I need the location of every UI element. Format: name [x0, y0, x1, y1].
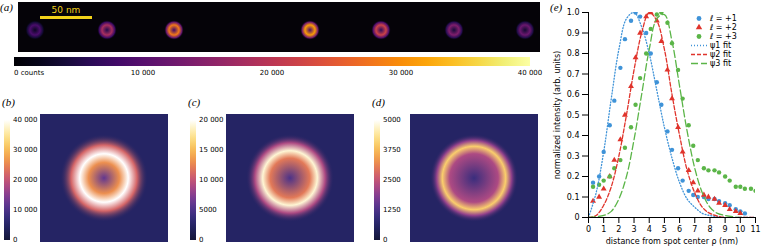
- html-text:ψ2 fit: ψ2 fit: [710, 50, 732, 59]
- svg-text:(d): (d): [372, 96, 385, 109]
- svg-text:20 000: 20 000: [13, 176, 38, 184]
- svg-text:0.9: 0.9: [567, 29, 580, 38]
- svg-text:10: 10: [735, 225, 745, 234]
- svg-text:0.3: 0.3: [567, 152, 580, 161]
- svg-text:5000: 5000: [383, 116, 401, 124]
- svg-text:40 000: 40 000: [13, 116, 38, 124]
- svg-text:2: 2: [616, 225, 621, 234]
- svg-text:0: 0: [199, 236, 203, 244]
- svg-text:30 000: 30 000: [13, 146, 38, 154]
- svg-text:11: 11: [750, 225, 760, 234]
- svg-text:5000: 5000: [199, 206, 217, 214]
- html-text:ℓ = +1: ℓ = +1: [710, 14, 737, 23]
- svg-text:3: 3: [631, 225, 636, 234]
- svg-text:(b): (b): [2, 96, 15, 109]
- html-text:ψ3 fit: ψ3 fit: [710, 59, 732, 68]
- svg-text:0.1: 0.1: [567, 193, 580, 202]
- svg-text:15 000: 15 000: [199, 146, 224, 154]
- svg-text:20 000: 20 000: [260, 69, 285, 77]
- svg-text:normalized intensity (arb. uni: normalized intensity (arb. units): [553, 51, 562, 180]
- svg-text:4: 4: [647, 225, 652, 234]
- svg-text:0: 0: [586, 225, 591, 234]
- svg-text:0: 0: [383, 236, 387, 244]
- svg-text:1: 1: [601, 225, 606, 234]
- svg-text:3750: 3750: [383, 146, 401, 154]
- html-text:ψ1 fit: ψ1 fit: [710, 41, 732, 50]
- svg-text:10 000: 10 000: [131, 69, 156, 77]
- svg-text:7: 7: [692, 225, 697, 234]
- svg-text:1.0: 1.0: [567, 8, 580, 17]
- svg-text:0.4: 0.4: [567, 131, 580, 140]
- svg-text:0.8: 0.8: [567, 49, 580, 58]
- svg-text:0.6: 0.6: [567, 90, 580, 99]
- svg-text:30 000: 30 000: [389, 69, 414, 77]
- svg-text:8: 8: [707, 225, 712, 234]
- html-text:(e): (e): [550, 1, 563, 13]
- svg-text:(c): (c): [188, 96, 201, 109]
- svg-text:0: 0: [13, 236, 17, 244]
- svg-text:0.2: 0.2: [567, 172, 580, 181]
- svg-text:50 nm: 50 nm: [52, 5, 81, 15]
- svg-text:9: 9: [723, 225, 728, 234]
- svg-text:0.5: 0.5: [567, 111, 580, 120]
- svg-text:1250: 1250: [383, 206, 401, 214]
- svg-text:20 000: 20 000: [199, 116, 224, 124]
- svg-text:5: 5: [662, 225, 667, 234]
- svg-text:0 counts: 0 counts: [14, 69, 44, 77]
- svg-text:6: 6: [677, 225, 682, 234]
- html-text:ℓ = +2: ℓ = +2: [710, 23, 737, 32]
- svg-text:distance from spot center ρ (n: distance from spot center ρ (nm): [606, 237, 738, 246]
- svg-text:(a): (a): [0, 1, 13, 14]
- svg-text:10 000: 10 000: [13, 206, 38, 214]
- svg-text:0.7: 0.7: [567, 70, 580, 79]
- svg-text:40 000: 40 000: [518, 69, 543, 77]
- svg-text:0: 0: [574, 213, 579, 222]
- svg-text:10 000: 10 000: [199, 176, 224, 184]
- html-text:ℓ = +3: ℓ = +3: [710, 32, 737, 41]
- svg-text:2500: 2500: [383, 176, 401, 184]
